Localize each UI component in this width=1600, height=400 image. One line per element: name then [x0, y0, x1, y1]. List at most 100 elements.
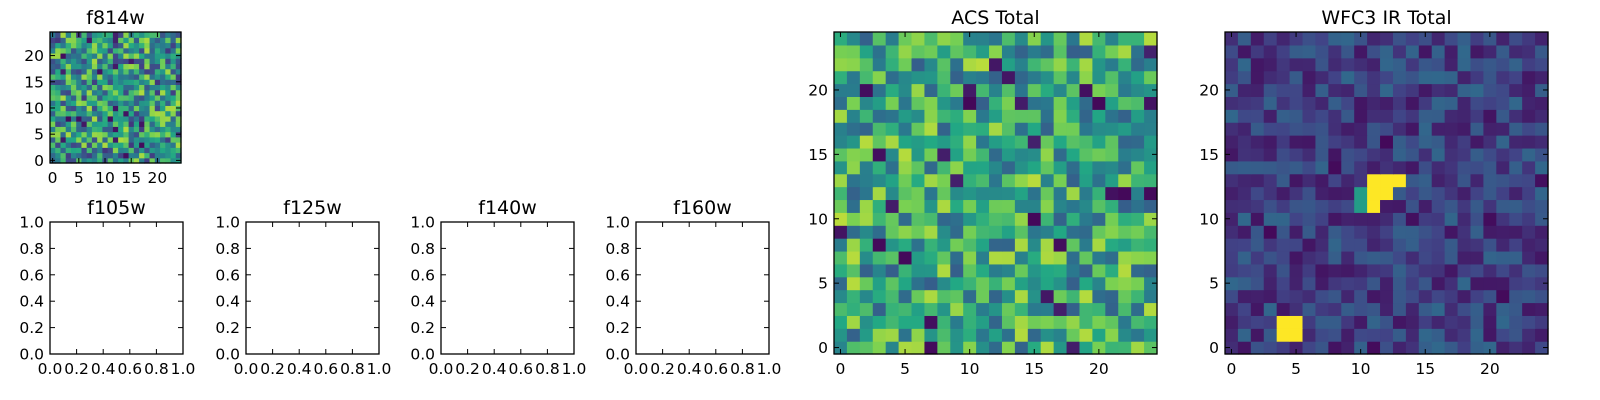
heatmap-cell: [1509, 109, 1523, 123]
heatmap-cell: [1431, 147, 1446, 162]
heatmap-cell: [1237, 289, 1252, 304]
heatmap-cell: [139, 152, 145, 159]
heatmap-cell: [846, 328, 861, 342]
heatmap-cell: [112, 73, 119, 80]
heatmap-cell: [133, 89, 140, 96]
heatmap-cell: [128, 79, 135, 85]
heatmap-cell: [160, 52, 166, 59]
y-tick-label: 5: [818, 275, 828, 293]
heatmap-cell: [107, 73, 114, 80]
heatmap-cell: [898, 238, 913, 252]
heatmap-cell: [1302, 263, 1317, 278]
y-tick-label: 0.4: [410, 293, 435, 311]
heatmap-cell: [1053, 199, 1068, 213]
heatmap-cell: [1496, 225, 1510, 239]
heatmap-cell: [1225, 328, 1239, 342]
heatmap-cell: [65, 152, 72, 159]
heatmap-cell: [133, 94, 140, 101]
heatmap-cell: [1237, 96, 1252, 110]
heatmap-cell: [160, 47, 166, 54]
heatmap-cell: [937, 263, 951, 278]
heatmap-cell: [1457, 250, 1472, 265]
heatmap-cell: [1496, 83, 1510, 97]
heatmap-cell: [1315, 199, 1329, 213]
heatmap-cell: [898, 32, 913, 46]
heatmap-cell: [1105, 44, 1119, 59]
heatmap-cell: [924, 83, 938, 97]
heatmap-cell: [950, 315, 964, 329]
heatmap-cell: [102, 110, 109, 117]
heatmap-cell: [154, 47, 161, 54]
heatmap-cell: [937, 32, 951, 46]
heatmap-cell: [1392, 328, 1407, 342]
heatmap-cell: [97, 100, 103, 106]
heatmap-cell: [1496, 199, 1510, 213]
heatmap-cell: [1053, 135, 1068, 149]
heatmap-cell: [1315, 83, 1329, 97]
heatmap-cell: [149, 68, 156, 75]
heatmap-cell: [1341, 96, 1355, 110]
heatmap-cell: [102, 94, 109, 101]
heatmap-cell: [1276, 328, 1291, 342]
heatmap-cell: [1289, 302, 1304, 316]
heatmap-cell: [118, 152, 124, 159]
heatmap-cell: [924, 212, 938, 226]
heatmap-cell: [112, 105, 119, 112]
heatmap-cell: [872, 276, 887, 291]
heatmap-cell: [70, 131, 77, 138]
heatmap-cell: [1405, 212, 1420, 226]
heatmap-cell: [1066, 289, 1081, 304]
x-tick-label: 0.8: [535, 360, 560, 378]
heatmap-cell: [898, 341, 913, 355]
heatmap-cell: [86, 37, 93, 44]
heatmap-cell: [1302, 135, 1317, 149]
heatmap-cell: [1105, 173, 1119, 188]
heatmap-cell: [1118, 250, 1132, 265]
heatmap-cell: [128, 100, 135, 106]
heatmap-cell: [97, 68, 103, 75]
heatmap-cell: [1079, 147, 1093, 162]
heatmap-cell: [91, 58, 98, 65]
heatmap-cell: [950, 147, 964, 162]
heatmap-cell: [128, 136, 135, 143]
x-tick-label: 0.0: [624, 360, 649, 378]
heatmap-cell: [1066, 276, 1081, 291]
heatmap-cell: [846, 96, 861, 110]
heatmap-cell: [989, 186, 1003, 201]
heatmap-cell: [846, 44, 861, 59]
heatmap-cell: [1457, 109, 1472, 123]
heatmap-cell: [86, 52, 93, 59]
heatmap-cell: [1105, 250, 1119, 265]
heatmap-cell: [1053, 57, 1068, 72]
heatmap-cell: [133, 142, 140, 148]
heatmap-cell: [1014, 328, 1029, 342]
heatmap-cell: [70, 157, 77, 164]
heatmap-cell: [1470, 186, 1484, 201]
heatmap-cell: [107, 37, 114, 44]
heatmap-cell: [149, 32, 156, 38]
heatmap-cell: [1444, 328, 1459, 342]
heatmap-cell: [1483, 199, 1497, 213]
heatmap-cell: [872, 135, 887, 149]
heatmap-cell: [65, 136, 72, 143]
heatmap-cell: [128, 94, 135, 101]
heatmap-cell: [170, 147, 177, 154]
heatmap-cell: [139, 73, 145, 80]
heatmap-cell: [154, 147, 161, 154]
heatmap-cell: [1367, 135, 1381, 149]
heatmap-cell: [1302, 122, 1317, 136]
heatmap-cell: [149, 37, 156, 44]
heatmap-cell: [859, 160, 874, 175]
heatmap-cell: [937, 238, 951, 252]
heatmap-cell: [1431, 238, 1446, 252]
heatmap-cell: [1367, 302, 1381, 316]
heatmap-cell: [1315, 341, 1329, 355]
heatmap-cell: [97, 73, 103, 80]
heatmap-cell: [76, 63, 83, 70]
heatmap-cell: [91, 105, 98, 112]
heatmap-cell: [1522, 57, 1536, 72]
x-tick-label: 0.8: [340, 360, 365, 378]
heatmap-cell: [1001, 263, 1016, 278]
heatmap-cell: [118, 37, 124, 44]
